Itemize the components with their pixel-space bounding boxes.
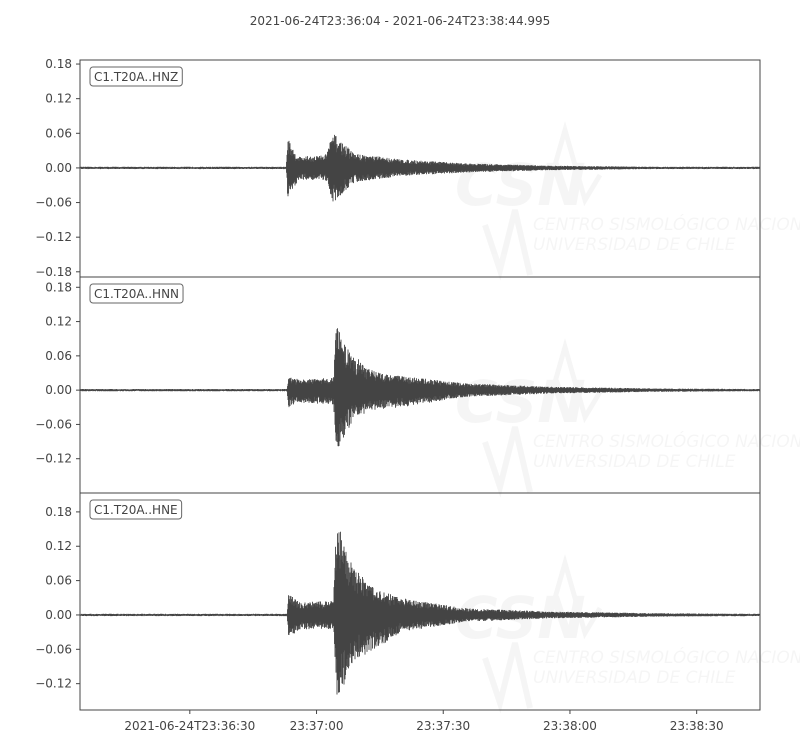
trace-label-text: C1.T20A..HNE [94,503,178,517]
y-tick-label: −0.06 [35,642,72,656]
trace-label-box [89,499,183,520]
y-tick-label: −0.06 [35,417,72,431]
trace-label-text: C1.T20A..HNZ [94,70,178,84]
y-tick-label: 0.18 [45,57,72,71]
watermark-csn: CSN [455,368,586,436]
y-tick-label: 0.12 [45,539,72,553]
y-tick-label: −0.06 [35,196,72,210]
trace-label-text: C1.T20A..HNN [94,287,179,301]
y-tick-label: −0.12 [35,677,72,691]
axes-frame [79,492,761,711]
csn-watermark-logo: CSNCENTRO SISMOLÓGICO NACIONALUNIVERSIDA… [455,130,800,275]
y-tick-label: 0.06 [45,349,72,363]
watermark-wave [485,643,530,708]
y-tick-label: −0.12 [35,452,72,466]
y-tick-label: −0.12 [35,230,72,244]
y-tick-label: 0.00 [45,161,72,175]
y-tick-label: 0.00 [45,608,72,622]
x-tick-label: 2021-06-24T23:36:30 [124,719,255,733]
watermark-line-2: UNIVERSIDAD DE CHILE [533,452,736,472]
watermark-line-2: UNIVERSIDAD DE CHILE [533,235,736,255]
waveform-C1.T20A..HNZ [79,134,760,202]
x-tick-label: 23:37:30 [416,719,470,733]
trace-label-box [89,66,183,87]
trace-panel-hne: CSNCENTRO SISMOLÓGICO NACIONALUNIVERSIDA… [35,492,800,711]
trace-label: C1.T20A..HNN [89,283,184,304]
trace-label-box [89,283,184,304]
waveform-C1.T20A..HNN [79,328,760,447]
y-tick-label: −0.18 [35,265,72,279]
watermark-wave [485,427,530,492]
y-tick-label: 0.18 [45,505,72,519]
y-tick-label: 0.12 [45,92,72,106]
y-tick-label: 0.12 [45,315,72,329]
watermark-csn: CSN [455,151,586,219]
x-tick-label: 23:37:00 [290,719,344,733]
x-tick-label: 23:38:30 [670,719,724,733]
chart-title: 2021-06-24T23:36:04 - 2021-06-24T23:38:4… [250,14,551,28]
trace-panel-hnz: CSNCENTRO SISMOLÓGICO NACIONALUNIVERSIDA… [35,57,800,279]
y-tick-label: 0.06 [45,574,72,588]
csn-watermark-logo: CSNCENTRO SISMOLÓGICO NACIONALUNIVERSIDA… [455,563,800,708]
trace-label: C1.T20A..HNE [89,499,183,520]
watermark-line-2: UNIVERSIDAD DE CHILE [533,668,736,688]
trace-label: C1.T20A..HNZ [89,66,183,87]
x-tick-label: 23:38:00 [543,719,597,733]
trace-panel-hnn: CSNCENTRO SISMOLÓGICO NACIONALUNIVERSIDA… [35,276,800,494]
y-tick-label: 0.18 [45,280,72,294]
y-tick-label: 0.00 [45,383,72,397]
csn-watermark-logo: CSNCENTRO SISMOLÓGICO NACIONALUNIVERSIDA… [455,347,800,492]
y-tick-label: 0.06 [45,126,72,140]
watermark-wave [485,210,530,275]
